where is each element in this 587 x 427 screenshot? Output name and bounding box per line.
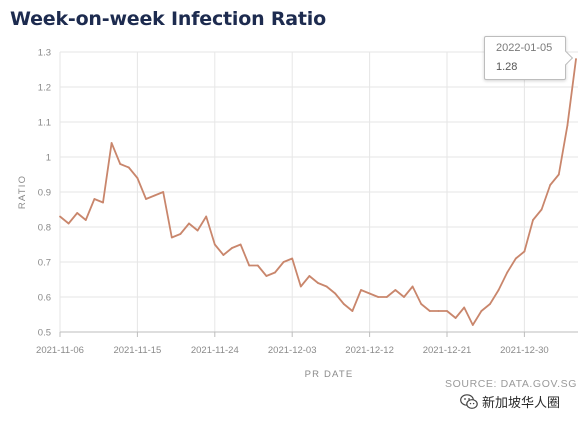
y-tick-label: 0.9: [38, 188, 51, 199]
data-point: [282, 261, 285, 263]
data-point: [532, 219, 534, 221]
data-point: [489, 303, 491, 305]
data-point: [196, 229, 199, 232]
data-point: [523, 250, 526, 253]
data-point: [437, 310, 440, 312]
data-point: [179, 233, 182, 235]
y-tick-label: 0.7: [38, 258, 51, 269]
x-tick-label: 2021-11-06: [36, 345, 84, 356]
data-point: [188, 222, 190, 225]
y-axis-ticks: 0.5 0.6 0.7 0.8 0.9 1 1.1 1.2 1.3: [38, 48, 51, 339]
data-point: [256, 264, 259, 267]
data-point: [557, 173, 560, 176]
data-point: [145, 198, 147, 200]
data-point: [93, 198, 96, 200]
data-point: [540, 208, 543, 211]
watermark: 新加坡华人圈: [460, 392, 560, 411]
data-point: [231, 247, 233, 249]
data-point: [170, 236, 173, 239]
data-point: [454, 317, 457, 319]
tooltip-date: 2022-01-05: [496, 42, 553, 54]
data-point: [84, 219, 87, 221]
wechat-icon: [460, 393, 478, 409]
x-tick-label: 2021-12-21: [423, 345, 472, 356]
data-point: [222, 254, 225, 256]
x-axis-label: PR DATE: [305, 369, 354, 380]
x-tick-label: 2021-12-30: [500, 345, 549, 356]
data-points: [59, 58, 577, 326]
data-point: [385, 296, 388, 298]
y-tick-label: 1.2: [38, 83, 51, 94]
data-point: [248, 264, 251, 267]
y-axis-label: RATIO: [17, 175, 28, 209]
x-tick-label: 2021-12-03: [268, 345, 317, 356]
data-point: [265, 275, 268, 277]
x-axis-ticks: 2021-11-06 2021-11-15 2021-11-24 2021-12-03…: [36, 332, 549, 356]
watermark-text: 新加坡华人圈: [482, 396, 561, 411]
data-tooltip: 2022-01-05 1.28: [484, 36, 574, 80]
data-point: [342, 303, 345, 305]
x-tick-label: 2021-12-12: [345, 345, 394, 356]
data-point: [213, 243, 216, 246]
data-point: [205, 215, 208, 218]
data-point: [411, 285, 414, 288]
x-tick-label: 2021-11-24: [191, 345, 239, 356]
grid: [59, 51, 578, 332]
data-point: [76, 212, 79, 214]
data-point: [403, 296, 405, 298]
y-tick-label: 0.6: [38, 293, 51, 304]
data-point: [549, 184, 552, 186]
data-point: [368, 292, 371, 295]
data-point: [428, 310, 431, 312]
y-tick-label: 1: [46, 153, 51, 164]
data-point: [291, 257, 294, 260]
data-point: [102, 201, 104, 204]
data-point: [317, 282, 319, 284]
data-point: [514, 257, 517, 260]
y-tick-label: 0.8: [38, 223, 51, 234]
data-point: [67, 222, 70, 225]
data-point: [471, 324, 474, 326]
data-point: [325, 285, 328, 288]
data-point: [566, 124, 569, 127]
data-point: [394, 289, 397, 291]
chart-title: Week-on-week Infection Ratio: [10, 8, 326, 30]
data-point: [308, 275, 311, 277]
tooltip-value: 1.28: [496, 61, 518, 73]
data-point: [463, 306, 466, 309]
data-point: [110, 142, 113, 144]
data-point: [446, 310, 448, 312]
data-point: [377, 296, 380, 298]
source-note: SOURCE: DATA.GOV.SG: [445, 378, 577, 390]
y-tick-label: 1.1: [38, 118, 51, 129]
data-point: [497, 289, 500, 291]
data-point: [480, 310, 483, 312]
data-point: [119, 163, 122, 165]
data-point: [299, 285, 302, 288]
y-tick-label: 1.3: [38, 48, 51, 59]
data-point: [162, 191, 165, 193]
data-point: [334, 292, 337, 295]
data-point: [239, 243, 242, 246]
data-point: [351, 310, 354, 312]
data-point: [127, 166, 130, 169]
data-point: [59, 215, 61, 218]
data-point: [506, 271, 509, 274]
y-tick-label: 0.5: [38, 328, 51, 339]
data-point: [360, 289, 362, 291]
x-tick-label: 2021-11-15: [113, 345, 161, 356]
data-point: [274, 271, 276, 274]
data-point: [136, 177, 139, 179]
data-point: [153, 194, 156, 197]
data-point: [575, 58, 577, 60]
data-point: [420, 303, 423, 305]
